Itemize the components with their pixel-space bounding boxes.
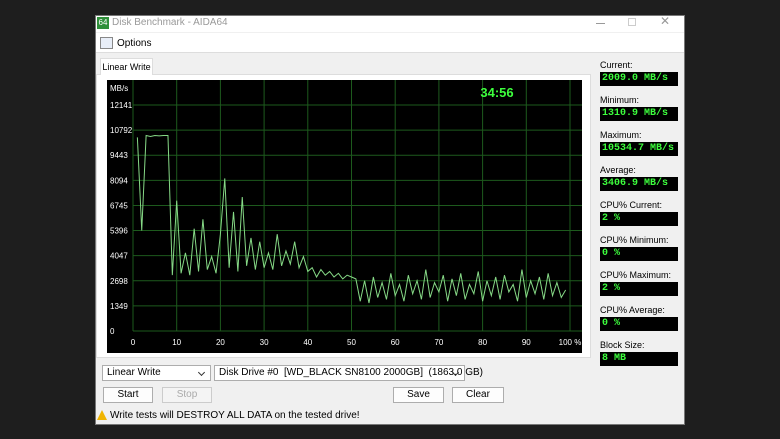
- y-tick-label: 9443: [110, 151, 128, 160]
- close[interactable]: ✕: [660, 14, 671, 28]
- stat-value: 0 %: [600, 247, 678, 261]
- chart: 0 1349 2698 4047 5396 6745 8094 9443 10792 12141 0…: [107, 80, 582, 353]
- test-select[interactable]: Linear Write: [102, 365, 211, 381]
- stat-label: CPU% Average:: [600, 305, 665, 315]
- x-tick-label: 60: [391, 338, 400, 347]
- stat-label: Block Size:: [600, 340, 645, 350]
- stat-label: Maximum:: [600, 130, 642, 140]
- y-tick-label: 1349: [110, 302, 128, 311]
- stat-value: 8 MB: [600, 352, 678, 366]
- stat-value: 3406.9 MB/s: [600, 177, 678, 191]
- stat-value: 1310.9 MB/s: [600, 107, 678, 121]
- stat-label: Average:: [600, 165, 636, 175]
- plot-background: [107, 80, 582, 353]
- x-tick-label: 80: [478, 338, 487, 347]
- warning-text: Write tests will DESTROY ALL DATA on the…: [110, 410, 360, 421]
- menu-options[interactable]: Options: [117, 38, 152, 49]
- timer: 34:56: [480, 85, 513, 100]
- app-icon: 64: [97, 17, 109, 29]
- y-tick-label: 0: [110, 327, 115, 336]
- stat-label: CPU% Current:: [600, 200, 663, 210]
- stop-button: Stop: [162, 387, 212, 403]
- stat-label: CPU% Minimum:: [600, 235, 669, 245]
- start-button[interactable]: Start: [103, 387, 153, 403]
- minimize[interactable]: [596, 23, 605, 24]
- stat-value: 2 %: [600, 212, 678, 226]
- y-tick-label: 2698: [110, 277, 128, 286]
- warning-icon: [97, 410, 107, 420]
- save-button[interactable]: Save: [393, 387, 444, 403]
- stat-label: Current:: [600, 60, 633, 70]
- window-title: Disk Benchmark - AIDA64: [112, 17, 228, 28]
- y-tick-label: 8094: [110, 176, 128, 185]
- y-tick-label: 4047: [110, 252, 128, 261]
- y-tick-label: 5396: [110, 227, 128, 236]
- clear-button[interactable]: Clear: [452, 387, 504, 403]
- options-icon: [100, 37, 113, 49]
- y-tick-label: 6745: [110, 201, 128, 210]
- y-axis-label: MB/s: [110, 84, 128, 93]
- x-tick-label: 70: [434, 338, 443, 347]
- x-tick-label: 10: [172, 338, 181, 347]
- drive-select[interactable]: Disk Drive #0 [WD_BLACK SN8100 2000GB] (…: [214, 365, 483, 381]
- maximize[interactable]: [628, 18, 636, 26]
- x-tick-label: 30: [260, 338, 269, 347]
- x-tick-label: 50: [347, 338, 356, 347]
- y-tick-label: 10792: [110, 126, 133, 135]
- y-tick-label: 12141: [110, 101, 133, 110]
- stat-value: 2 %: [600, 282, 678, 296]
- stat-label: CPU% Maximum:: [600, 270, 672, 280]
- stat-label: Minimum:: [600, 95, 640, 105]
- x-tick-label: 20: [216, 338, 225, 347]
- stat-value: 10534.7 MB/s: [600, 142, 678, 156]
- stat-value: 0 %: [600, 317, 678, 331]
- title-bar: [96, 16, 684, 32]
- x-tick-label: 100 %: [559, 338, 582, 347]
- data-line: [136, 134, 567, 304]
- tab[interactable]: Linear Write: [100, 58, 153, 75]
- x-tick-label: 40: [303, 338, 312, 347]
- x-tick-label: 0: [131, 338, 136, 347]
- stat-value: 2009.0 MB/s: [600, 72, 678, 86]
- menu-bar: [96, 33, 684, 53]
- x-tick-label: 90: [522, 338, 531, 347]
